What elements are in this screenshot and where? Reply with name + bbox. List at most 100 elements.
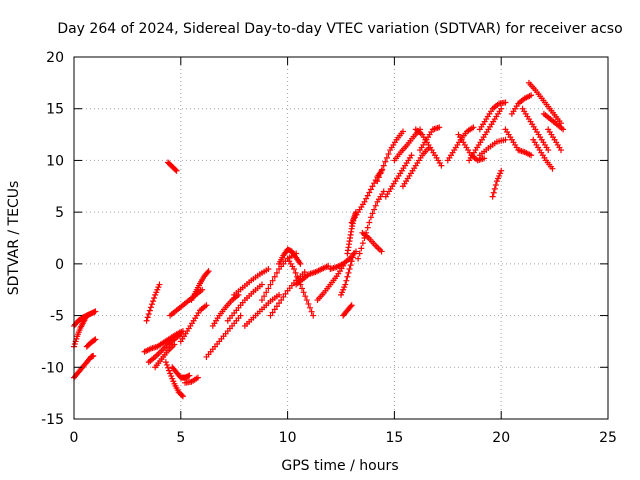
series-trace-30	[340, 302, 355, 319]
data-point	[280, 293, 287, 300]
data-point	[273, 269, 280, 276]
data-point	[528, 152, 535, 159]
data-point	[291, 266, 298, 273]
data-point	[363, 195, 370, 202]
data-point	[347, 262, 354, 269]
data-point	[145, 311, 152, 318]
y-tick-label: 15	[46, 102, 64, 118]
x-tick-label: 0	[70, 430, 79, 446]
series-trace-45	[489, 167, 505, 200]
data-point	[156, 281, 163, 288]
series-trace-41	[444, 124, 477, 164]
data-point	[146, 307, 153, 314]
y-tick-label: 10	[46, 153, 64, 169]
data-point	[344, 273, 351, 280]
data-points	[71, 79, 567, 400]
series-trace-35	[374, 128, 406, 185]
data-point	[342, 281, 349, 288]
series-trace-53	[545, 126, 565, 154]
data-point	[178, 392, 185, 399]
data-point	[382, 158, 389, 165]
data-point	[205, 268, 212, 275]
series-trace-24	[276, 246, 304, 267]
data-point	[186, 372, 193, 379]
data-point	[204, 269, 211, 276]
series-trace-21	[241, 291, 283, 329]
x-tick-label: 10	[279, 430, 297, 446]
data-point	[374, 178, 381, 185]
data-point	[545, 147, 552, 154]
data-point	[345, 269, 352, 276]
data-point	[273, 303, 280, 310]
y-tick-labels: -15 -10 -5 0 5 10 15 20	[41, 50, 64, 428]
data-point	[171, 341, 178, 348]
data-point	[502, 99, 509, 106]
data-point	[194, 374, 201, 381]
data-point	[359, 240, 366, 247]
data-point	[143, 317, 150, 324]
data-point	[297, 260, 304, 267]
data-point	[258, 281, 265, 288]
y-tick-label: -15	[41, 412, 64, 428]
data-point	[271, 273, 278, 280]
data-point	[325, 262, 332, 269]
series-trace-42	[455, 131, 488, 164]
series-trace-25	[284, 255, 317, 319]
data-point	[301, 269, 308, 276]
data-point	[267, 281, 274, 288]
series-trace-29	[338, 250, 357, 298]
x-tick-label: 25	[599, 430, 617, 446]
series-trace-33	[355, 188, 387, 262]
data-point	[348, 258, 355, 265]
data-point	[343, 277, 350, 284]
y-tick-label: 20	[46, 50, 64, 66]
data-point	[282, 290, 289, 297]
data-point	[92, 308, 99, 315]
data-point	[310, 312, 317, 319]
data-point	[366, 219, 373, 226]
data-point	[356, 250, 363, 257]
axis-ticks	[73, 56, 609, 420]
data-point	[358, 245, 365, 252]
series-trace-34	[359, 229, 385, 255]
data-point	[380, 162, 387, 169]
y-axis-title: SDTVAR / TECUs	[6, 181, 22, 296]
series-trace-47	[502, 126, 535, 159]
series-trace-13	[164, 159, 180, 174]
data-point	[292, 269, 299, 276]
data-point	[307, 304, 314, 311]
data-point	[367, 186, 374, 193]
data-point	[380, 188, 387, 195]
data-point	[438, 162, 445, 169]
data-point	[276, 291, 283, 298]
data-point	[269, 309, 276, 316]
series-trace-04	[83, 336, 99, 350]
series-trace-19	[224, 281, 265, 324]
series-trace-08	[145, 331, 184, 366]
x-axis-title: GPS time / hours	[281, 458, 398, 474]
data-point	[490, 189, 497, 196]
data-point	[179, 393, 186, 400]
data-point	[278, 297, 285, 304]
series-trace-06	[143, 281, 163, 324]
data-point	[347, 303, 354, 310]
data-point	[276, 300, 283, 307]
data-point	[399, 128, 406, 135]
series-trace-15	[177, 302, 210, 345]
data-point	[481, 155, 488, 162]
data-point	[269, 277, 276, 284]
data-point	[162, 359, 169, 366]
series-trace-09	[152, 341, 178, 371]
data-point	[350, 250, 357, 257]
series-trace-46	[476, 136, 509, 159]
y-tick-label: -5	[50, 309, 64, 325]
data-point	[147, 304, 154, 311]
data-point	[367, 214, 374, 221]
y-tick-label: -10	[41, 360, 64, 376]
data-point	[470, 124, 477, 131]
data-point	[355, 255, 362, 262]
series-trace-36	[382, 152, 415, 200]
y-tick-label: 5	[55, 205, 64, 221]
